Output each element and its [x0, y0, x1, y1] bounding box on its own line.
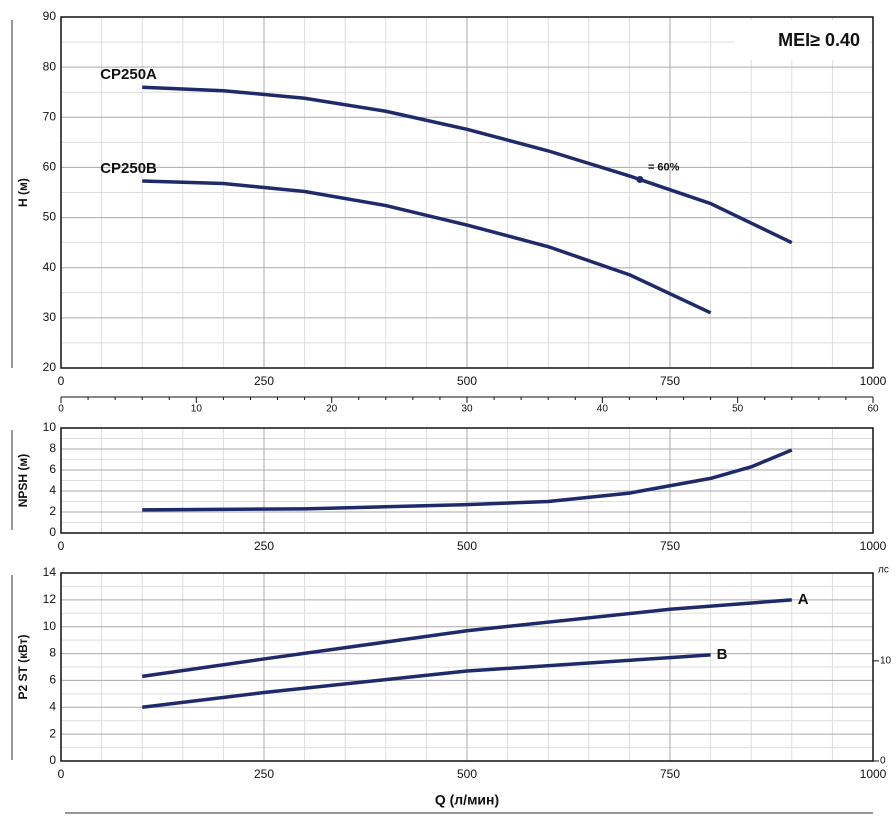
y2-tick-label: 0 [880, 756, 886, 767]
curve [141, 653, 711, 710]
y-tick-label: 12 [43, 592, 57, 606]
y2-axis-label: лс [878, 565, 889, 576]
y-tick-label: 14 [43, 565, 57, 579]
plot-frame [60, 572, 874, 762]
curve [142, 179, 712, 315]
x-tick-label: 1000 [860, 767, 887, 781]
x2-tick-label: 60 [867, 404, 879, 415]
badge-box [735, 20, 870, 60]
y-axis-label: NPSH (м) [16, 454, 30, 508]
x-tick-label: 500 [457, 539, 477, 553]
plot-frame [60, 16, 874, 369]
x-tick-label: 500 [457, 374, 477, 388]
y-tick-label: 2 [49, 504, 56, 518]
curve-label: A [798, 591, 809, 608]
y2-tick-label: 10 [880, 655, 892, 666]
x-tick-label: 750 [660, 374, 680, 388]
x2-tick-label: 30 [461, 404, 473, 415]
y-tick-label: 20 [43, 360, 57, 374]
y-tick-label: 0 [49, 753, 56, 767]
x-tick-label: 0 [58, 374, 65, 388]
curve-label: CP250A [100, 66, 157, 83]
y-tick-label: 8 [49, 441, 56, 455]
x2-tick-label: 10 [191, 404, 203, 415]
x-tick-label: 500 [457, 767, 477, 781]
x-tick-label: 750 [660, 539, 680, 553]
y-tick-label: 80 [43, 59, 57, 73]
y-tick-label: 8 [49, 646, 56, 660]
y-tick-label: 40 [43, 260, 57, 274]
efficiency-point [636, 175, 644, 183]
y-tick-label: 70 [43, 109, 57, 123]
y-tick-label: 4 [49, 483, 56, 497]
badge: MEI≥ 0.40 [778, 30, 860, 50]
x-tick-label: 250 [254, 374, 274, 388]
plot-frame [60, 427, 874, 534]
x-tick-label: 0 [58, 539, 65, 553]
y-tick-label: 10 [43, 420, 57, 434]
x2-tick-label: 40 [597, 404, 609, 415]
curve [142, 85, 793, 245]
x-tick-label: 1000 [860, 539, 887, 553]
y-tick-label: 30 [43, 310, 57, 324]
y-axis-label: P2 ST (кВт) [16, 634, 30, 699]
y-tick-label: 50 [43, 210, 57, 224]
x-tick-label: 750 [660, 767, 680, 781]
y-tick-label: 6 [49, 462, 56, 476]
annotation: = 60% [648, 161, 680, 173]
y-tick-label: 6 [49, 673, 56, 687]
y-tick-label: 90 [43, 9, 57, 23]
x2-tick-label: 20 [326, 404, 338, 415]
curve [142, 448, 793, 512]
y-tick-label: 60 [43, 160, 57, 174]
x-tick-label: 250 [254, 539, 274, 553]
y-axis-label: H (м) [16, 178, 30, 207]
curve-label: CP250B [100, 160, 157, 177]
curve [141, 598, 792, 679]
x-tick-label: 250 [254, 767, 274, 781]
x-tick-label: 0 [58, 767, 65, 781]
x-axis-label: Q (л/мин) [435, 792, 499, 808]
y-tick-label: 10 [43, 619, 57, 633]
x-tick-label: 1000 [860, 374, 887, 388]
y-tick-label: 0 [49, 525, 56, 539]
x2-tick-label: 0 [58, 404, 64, 415]
curve-label: B [717, 646, 728, 663]
y-tick-label: 4 [49, 699, 56, 713]
y-tick-label: 2 [49, 726, 56, 740]
x2-tick-label: 50 [732, 404, 744, 415]
